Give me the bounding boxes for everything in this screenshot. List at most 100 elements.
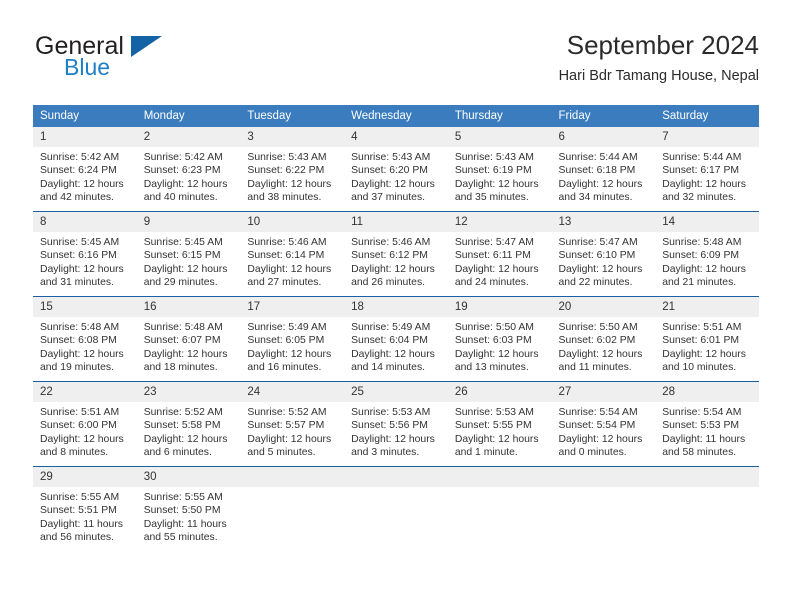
day-details: Sunrise: 5:43 AM Sunset: 6:19 PM Daylight:… [448,147,552,205]
daylight-text-line1: Daylight: 11 hours [662,433,746,445]
daylight-text-line2: and 31 minutes. [40,277,114,289]
day-cell[interactable]: 24 Sunrise: 5:52 AM Sunset: 5:57 PM Dayligh… [240,381,345,467]
day-details [655,487,759,491]
daylight-text-line2: and 35 minutes. [454,192,529,204]
day-cell[interactable]: 3 Sunrise: 5:43 AM Sunset: 6:22 PM Daylight… [240,127,345,212]
day-cell[interactable]: 9 Sunrise: 5:45 AM Sunset: 6:15 PM Daylight… [136,211,241,297]
daylight-text-line2: and 24 minutes. [454,277,529,289]
daylight-text-line2: and 14 minutes. [351,362,426,374]
day-cell[interactable]: 16 Sunrise: 5:48 AM Sunset: 6:07 PM Dayligh… [136,296,241,382]
sunset-text: Sunset: 6:02 PM [558,335,636,347]
sunrise-text: Sunrise: 5:43 AM [454,152,534,163]
day-number: 19 [447,297,552,317]
weekday-header-tuesday: Tuesday [240,105,345,127]
daylight-text-line1: Daylight: 12 hours [662,178,746,190]
sunset-text: Sunset: 6:14 PM [247,250,325,262]
day-details: Sunrise: 5:43 AM Sunset: 6:22 PM Daylight:… [240,147,344,205]
day-cell[interactable]: 2 Sunrise: 5:42 AM Sunset: 6:23 PM Daylight… [136,127,241,212]
page-header: General Blue September 2024 Hari Bdr Tam… [33,28,759,98]
daylight-text-line2: and 40 minutes. [143,192,218,204]
day-cell[interactable]: 27 Sunrise: 5:54 AM Sunset: 5:54 PM Dayligh… [551,381,656,467]
day-details: Sunrise: 5:49 AM Sunset: 6:05 PM Daylight:… [240,317,344,375]
daylight-text-line2: and 3 minutes. [351,447,420,459]
day-cell[interactable]: 5 Sunrise: 5:43 AM Sunset: 6:19 PM Daylight… [447,127,552,212]
day-cell[interactable]: 30 Sunrise: 5:55 AM Sunset: 5:50 PM Dayligh… [136,466,241,551]
weekday-header-saturday: Saturday [655,105,759,127]
day-cell[interactable]: 20 Sunrise: 5:50 AM Sunset: 6:02 PM Dayligh… [551,296,656,382]
page-subtitle: Hari Bdr Tamang House, Nepal [558,68,759,84]
day-cell[interactable]: 18 Sunrise: 5:49 AM Sunset: 6:04 PM Dayligh… [344,296,448,382]
day-cell[interactable]: 17 Sunrise: 5:49 AM Sunset: 6:05 PM Dayligh… [240,296,345,382]
day-cell[interactable]: 28 Sunrise: 5:54 AM Sunset: 5:53 PM Dayligh… [655,381,759,467]
day-cell[interactable]: 11 Sunrise: 5:46 AM Sunset: 6:12 PM Dayligh… [344,211,448,297]
day-number: 29 [33,467,137,487]
daylight-text-line1: Daylight: 12 hours [558,178,643,190]
weekday-header-thursday: Thursday [447,105,552,127]
day-details: Sunrise: 5:45 AM Sunset: 6:16 PM Daylight:… [33,232,137,290]
daylight-text-line2: and 34 minutes. [558,192,633,204]
daylight-text-line2: and 8 minutes. [40,447,109,459]
sunset-text: Sunset: 6:10 PM [558,250,636,262]
generalblue-logo[interactable]: General Blue [35,32,235,94]
daylight-text-line2: and 10 minutes. [662,362,737,374]
sunrise-text: Sunrise: 5:46 AM [351,237,431,248]
calendar-week-row: 15 Sunrise: 5:48 AM Sunset: 6:08 PM Dayligh… [33,296,759,382]
day-details: Sunrise: 5:54 AM Sunset: 5:54 PM Daylight:… [552,402,656,460]
daylight-text-line2: and 55 minutes. [143,532,218,544]
day-cell[interactable]: 23 Sunrise: 5:52 AM Sunset: 5:58 PM Dayligh… [136,381,241,467]
sunset-text: Sunset: 6:18 PM [558,165,636,177]
logo-text-general: General [35,32,124,60]
sunrise-text: Sunrise: 5:43 AM [351,152,431,163]
day-cell[interactable]: 1 Sunrise: 5:42 AM Sunset: 6:24 PM Daylight… [33,127,137,212]
daylight-text-line1: Daylight: 11 hours [40,518,123,530]
sunset-text: Sunset: 6:15 PM [143,250,221,262]
day-cell[interactable]: 7 Sunrise: 5:44 AM Sunset: 6:17 PM Daylight… [655,127,759,212]
day-cell[interactable]: 8 Sunrise: 5:45 AM Sunset: 6:16 PM Daylight… [33,211,137,297]
day-cell[interactable]: 26 Sunrise: 5:53 AM Sunset: 5:55 PM Dayligh… [447,381,552,467]
day-cell[interactable]: 13 Sunrise: 5:47 AM Sunset: 6:10 PM Dayligh… [551,211,656,297]
day-cell[interactable]: 14 Sunrise: 5:48 AM Sunset: 6:09 PM Dayligh… [655,211,759,297]
sunrise-text: Sunrise: 5:43 AM [247,152,327,163]
sunset-text: Sunset: 5:56 PM [351,420,428,432]
day-details: Sunrise: 5:47 AM Sunset: 6:10 PM Daylight:… [552,232,656,290]
day-cell[interactable]: 15 Sunrise: 5:48 AM Sunset: 6:08 PM Dayligh… [33,296,137,382]
day-details: Sunrise: 5:53 AM Sunset: 5:55 PM Daylight:… [448,402,552,460]
day-cell-empty [551,466,656,551]
sunset-text: Sunset: 6:20 PM [351,165,428,177]
sunset-text: Sunset: 5:57 PM [247,420,325,432]
daylight-text-line1: Daylight: 12 hours [351,433,435,445]
day-number [551,467,656,487]
sunrise-text: Sunrise: 5:44 AM [558,152,638,163]
day-cell[interactable]: 4 Sunrise: 5:43 AM Sunset: 6:20 PM Daylight… [344,127,448,212]
daylight-text-line2: and 27 minutes. [247,277,322,289]
day-cell[interactable]: 29 Sunrise: 5:55 AM Sunset: 5:51 PM Dayligh… [33,466,137,551]
day-number: 13 [551,212,656,232]
daylight-text-line2: and 29 minutes. [143,277,218,289]
day-cell[interactable]: 21 Sunrise: 5:51 AM Sunset: 6:01 PM Dayligh… [655,296,759,382]
sunrise-text: Sunrise: 5:50 AM [558,322,638,333]
day-cell[interactable]: 19 Sunrise: 5:50 AM Sunset: 6:03 PM Dayligh… [447,296,552,382]
daylight-text-line2: and 0 minutes. [558,447,627,459]
sunrise-text: Sunrise: 5:42 AM [143,152,223,163]
sunrise-text: Sunrise: 5:46 AM [247,237,327,248]
sunrise-text: Sunrise: 5:55 AM [143,492,223,503]
day-number [344,467,448,487]
sunrise-text: Sunrise: 5:55 AM [40,492,120,503]
sunrise-text: Sunrise: 5:53 AM [454,407,534,418]
day-cell[interactable]: 22 Sunrise: 5:51 AM Sunset: 6:00 PM Dayligh… [33,381,137,467]
sunset-text: Sunset: 6:24 PM [40,165,117,177]
daylight-text-line2: and 16 minutes. [247,362,322,374]
day-cell[interactable]: 10 Sunrise: 5:46 AM Sunset: 6:14 PM Dayligh… [240,211,345,297]
weekday-header-sunday: Sunday [33,105,137,127]
day-details: Sunrise: 5:48 AM Sunset: 6:08 PM Daylight:… [33,317,137,375]
sunrise-text: Sunrise: 5:44 AM [662,152,742,163]
day-details: Sunrise: 5:47 AM Sunset: 6:11 PM Daylight:… [448,232,552,290]
sunrise-text: Sunrise: 5:47 AM [454,237,534,248]
day-number: 8 [33,212,137,232]
day-details: Sunrise: 5:55 AM Sunset: 5:50 PM Daylight:… [137,487,241,545]
day-cell[interactable]: 25 Sunrise: 5:53 AM Sunset: 5:56 PM Dayligh… [344,381,448,467]
day-cell[interactable]: 12 Sunrise: 5:47 AM Sunset: 6:11 PM Dayligh… [447,211,552,297]
sunset-text: Sunset: 5:53 PM [662,420,740,432]
day-cell[interactable]: 6 Sunrise: 5:44 AM Sunset: 6:18 PM Daylight… [551,127,656,212]
